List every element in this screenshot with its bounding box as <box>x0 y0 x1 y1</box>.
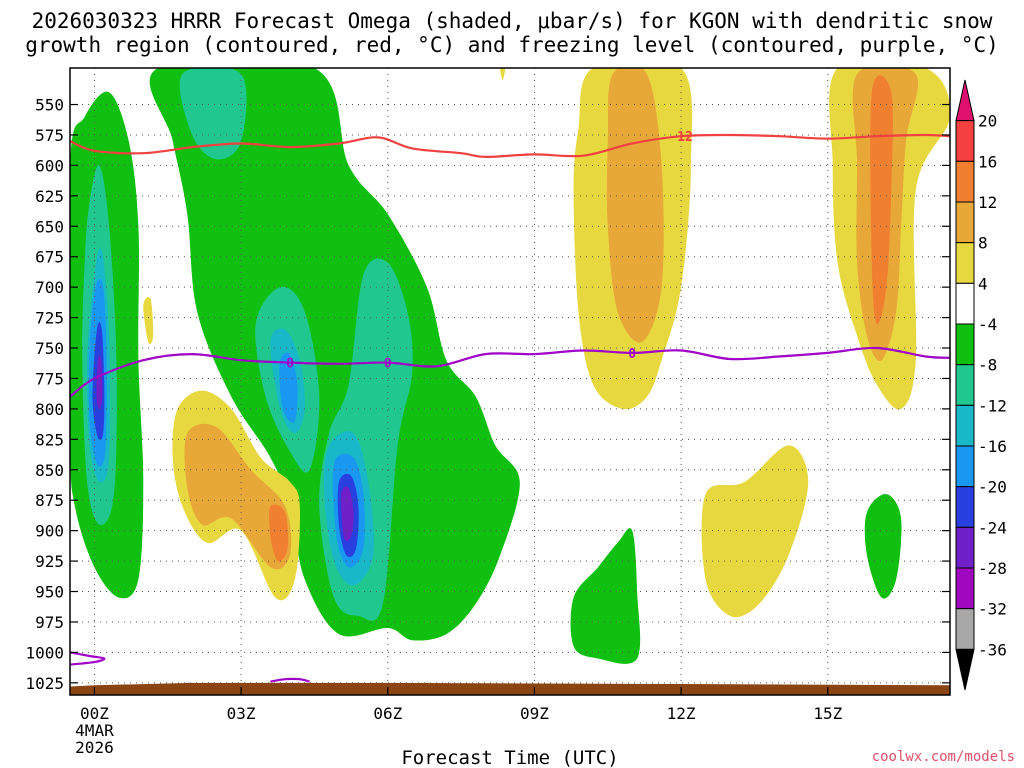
colorbar-label-7: -12 <box>978 396 1007 415</box>
freezing-label-1: 0 <box>384 357 392 372</box>
colorbar-label-1: 16 <box>978 152 997 171</box>
colorbar-swatch-12 <box>955 567 975 610</box>
y-tick-label-7: 725 <box>35 309 64 328</box>
x-tick-label-4: 12Z <box>667 704 696 723</box>
omega-region-28 <box>500 68 506 81</box>
colorbar-swatch-9 <box>955 445 975 488</box>
y-tick-label-1: 575 <box>35 126 64 145</box>
y-tick-label-18: 1000 <box>25 643 64 662</box>
y-tick-label-2: 600 <box>35 156 64 175</box>
omega-region-15 <box>341 486 354 541</box>
colorbar-label-2: 12 <box>978 193 997 212</box>
colorbar-top-arrow <box>955 79 975 122</box>
x-tick-label-0: 00Z <box>80 704 109 723</box>
colorbar-swatch-6 <box>955 323 975 366</box>
y-tick-label-13: 875 <box>35 491 64 510</box>
colorbar-label-8: -16 <box>978 437 1007 456</box>
colorbar-swatch-8 <box>955 404 975 447</box>
colorbar-label-5: -4 <box>978 315 997 334</box>
credit-link[interactable]: coolwx.com/models <box>872 749 1015 765</box>
x-tick-label-1: 03Z <box>227 704 256 723</box>
colorbar-label-9: -20 <box>978 478 1007 497</box>
colorbar-bottom-arrow <box>955 648 975 691</box>
contour-label-1: 0 <box>628 347 636 362</box>
x-tick-year-0: 2026 <box>75 738 114 757</box>
colorbar-swatch-7 <box>955 364 975 406</box>
omega-region-20 <box>184 423 292 570</box>
omega-region-26 <box>870 75 893 325</box>
contour-lines: -12 0 0 0 <box>70 130 950 683</box>
y-tick-label-14: 900 <box>35 522 64 541</box>
y-tick-label-5: 675 <box>35 248 64 267</box>
x-tick-label-5: 15Z <box>813 704 842 723</box>
omega-region-16 <box>570 528 641 664</box>
grid <box>70 68 950 695</box>
x-tick-date-0: 4MAR <box>75 721 114 740</box>
omega-region-17 <box>864 494 902 599</box>
x-tick-label-2: 06Z <box>373 704 402 723</box>
terrain <box>70 682 950 695</box>
contour-line-0 <box>70 133 950 159</box>
colorbar: 20 16 12 8 4 -4 -8 -12 -16 -20 -24 -28 -32 -36 <box>955 79 1007 691</box>
chart-title-line1: 2026030323 HRRR Forecast Omega (shaded, … <box>32 9 993 33</box>
colorbar-swatch-3 <box>955 201 975 244</box>
colorbar-swatch-1 <box>955 120 975 162</box>
colorbar-swatch-11 <box>955 526 975 569</box>
colorbar-label-0: 20 <box>978 112 997 131</box>
x-axis-label: Forecast Time (UTC) <box>401 747 618 768</box>
freezing-label-0: 0 <box>286 357 294 372</box>
colorbar-swatch-2 <box>955 160 975 203</box>
terrain-fill <box>70 682 950 695</box>
omega-region-21 <box>269 504 289 562</box>
y-axis: 550 575 600 625 650 675 700 725 750 775 800 825 850 8… <box>25 96 950 693</box>
colorbar-swatch-5 <box>955 282 975 325</box>
y-tick-label-6: 700 <box>35 278 64 297</box>
plot-frame <box>69 67 951 696</box>
contour-line-3 <box>270 677 310 683</box>
omega-region-5 <box>96 355 103 409</box>
colorbar-swatch-4 <box>955 242 975 284</box>
y-tick-label-3: 625 <box>35 187 64 206</box>
colorbar-swatch-10 <box>955 486 975 528</box>
colorbar-label-6: -8 <box>978 356 997 375</box>
y-tick-label-9: 775 <box>35 369 64 388</box>
y-tick-label-10: 800 <box>35 400 64 419</box>
y-tick-label-0: 550 <box>35 96 64 115</box>
y-tick-label-4: 650 <box>35 217 64 236</box>
y-tick-label-15: 925 <box>35 552 64 571</box>
omega-region-27 <box>701 445 809 618</box>
omega-region-23 <box>606 68 664 343</box>
y-tick-label-11: 825 <box>35 430 64 449</box>
contour-line-1 <box>70 346 950 398</box>
colorbar-label-10: -24 <box>978 518 1007 537</box>
y-tick-label-19: 1025 <box>25 674 64 693</box>
omega-region-10 <box>279 352 298 423</box>
omega-region-18 <box>143 297 154 345</box>
contour-label-0: -12 <box>669 130 692 145</box>
colorbar-label-12: -32 <box>978 600 1007 619</box>
colorbar-label-4: 4 <box>978 274 988 293</box>
colorbar-label-13: -36 <box>978 640 1007 659</box>
y-tick-label-8: 750 <box>35 339 64 358</box>
colorbar-label-3: 8 <box>978 234 988 253</box>
y-tick-label-12: 850 <box>35 461 64 480</box>
omega-fills <box>70 68 950 664</box>
contour-line-2 <box>70 651 106 666</box>
y-tick-label-16: 950 <box>35 583 64 602</box>
omega-region-7 <box>179 68 247 160</box>
omega-region-6 <box>149 68 520 641</box>
y-tick-label-17: 975 <box>35 613 64 632</box>
x-tick-label-3: 09Z <box>520 704 549 723</box>
chart-title-line2: growth region (contoured, red, °C) and f… <box>25 33 999 57</box>
colorbar-label-11: -28 <box>978 559 1007 578</box>
colorbar-swatch-13 <box>955 608 975 650</box>
